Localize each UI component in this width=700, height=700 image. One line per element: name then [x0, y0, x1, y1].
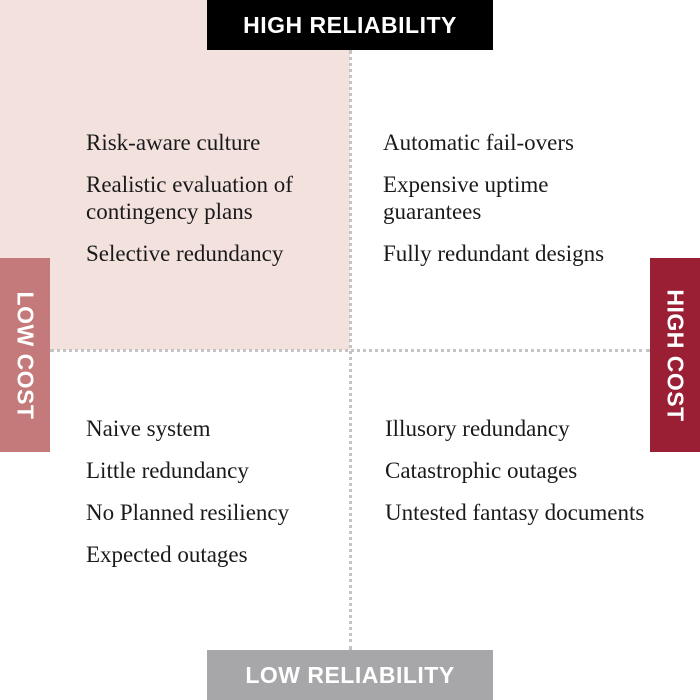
- highlighted-quadrant-low-cost-high-reliability: [0, 0, 350, 350]
- axis-label-high-cost: HIGH COST: [650, 258, 700, 452]
- list-item: Selective redundancy: [86, 241, 284, 266]
- axis-label-low-reliability: LOW RELIABILITY: [207, 650, 493, 700]
- horizontal-divider: [50, 349, 650, 352]
- list-item: Fully redundant designs: [383, 241, 605, 266]
- quadrant-bottom-left-list: Naive system Little redundancy No Planne…: [86, 415, 348, 583]
- list-item: Catastrophic outages: [385, 458, 578, 483]
- list-item: No Planned resiliency: [86, 500, 290, 525]
- axis-label-high-cost-text: HIGH COST: [662, 288, 689, 422]
- list-item: Expensive uptime guarantees: [383, 172, 549, 224]
- list-item: Automatic fail-overs: [383, 130, 574, 155]
- quadrant-top-right-list: Automatic fail-overs Expensive uptime gu…: [383, 129, 645, 282]
- quadrant-top-left-list: Risk-aware culture Realistic evaluation …: [86, 129, 348, 282]
- quadrant-bottom-right-list: Illusory redundancy Catastrophic outages…: [385, 415, 647, 541]
- list-item: Naive system: [86, 416, 211, 441]
- list-item: Little redundancy: [86, 458, 249, 483]
- axis-label-low-cost-text: LOW COST: [12, 291, 39, 419]
- axis-label-low-cost: LOW COST: [0, 258, 50, 452]
- axis-label-high-reliability: HIGH RELIABILITY: [207, 0, 493, 50]
- axis-label-high-reliability-text: HIGH RELIABILITY: [243, 11, 457, 38]
- list-item: Illusory redundancy: [385, 416, 570, 441]
- list-item: Expected outages: [86, 542, 248, 567]
- list-item: Untested fantasy documents: [385, 500, 645, 525]
- list-item: Risk-aware culture: [86, 130, 261, 155]
- axis-label-low-reliability-text: LOW RELIABILITY: [245, 661, 455, 688]
- list-item: Realistic evaluation of contingency plan…: [86, 172, 293, 224]
